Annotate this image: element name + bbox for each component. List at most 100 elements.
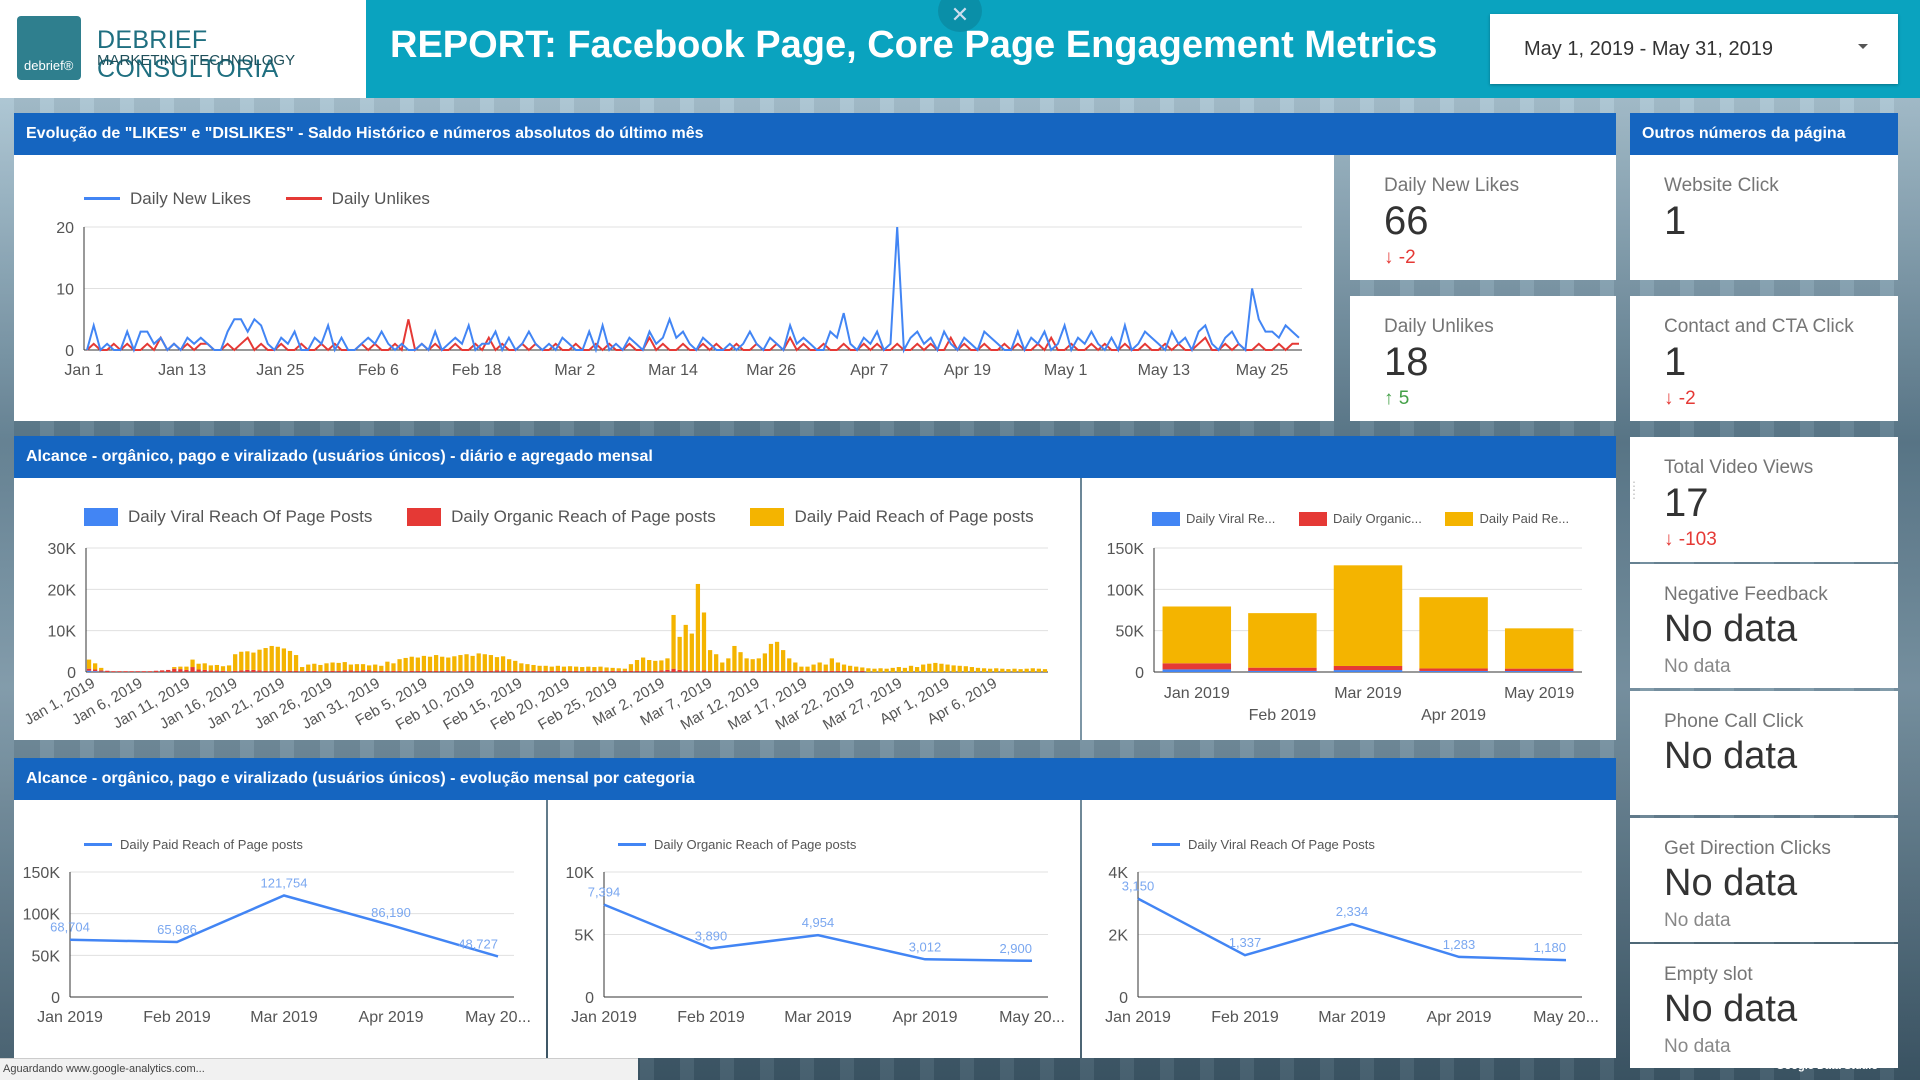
bar-segment	[184, 669, 189, 672]
bar-segment	[604, 667, 609, 671]
y-tick-label: 0	[67, 665, 76, 682]
legend-label: Daily Viral Reach Of Page Posts	[1188, 837, 1375, 852]
bar-segment	[446, 657, 451, 671]
bar-segment	[537, 670, 542, 672]
bar-segment	[306, 670, 311, 672]
y-tick-label: 100K	[1107, 582, 1145, 599]
bar-segment	[129, 671, 134, 672]
bar-segment	[452, 656, 457, 672]
bar-segment	[300, 667, 305, 672]
y-tick-label: 0	[1119, 990, 1128, 1007]
bar-segment	[580, 671, 585, 672]
bar-segment	[981, 668, 987, 672]
arrow-down-icon: ↓	[1664, 529, 1679, 550]
bar-segment	[464, 670, 469, 672]
bar-segment	[519, 663, 524, 671]
y-tick-label: 20	[56, 220, 74, 237]
x-tick-label: Feb 2019	[1249, 707, 1317, 724]
bar-segment	[640, 657, 646, 671]
bar-segment	[385, 661, 390, 671]
kpi-value: 1	[1664, 199, 1687, 243]
date-range-value: May 1, 2019 - May 31, 2019	[1524, 38, 1774, 60]
bar-segment	[1162, 663, 1232, 670]
likes-line-chart: 0 10 20 Jan 1 Jan 13 Jan 25 Feb 6 Feb 18 Mar 2 Ma…	[56, 220, 1302, 379]
bar-segment	[500, 670, 506, 672]
y-tick-label: 0	[1135, 665, 1144, 682]
bar-segment	[366, 665, 372, 671]
bar-segment	[379, 665, 384, 671]
legend-label: Daily Paid Reach of Page posts	[120, 837, 303, 852]
bar-segment	[1000, 668, 1005, 672]
section-header-others: Outros números da página	[1630, 113, 1898, 155]
bar-segment	[574, 670, 579, 672]
bar-segment	[86, 668, 92, 671]
bar-segment	[99, 670, 104, 672]
date-range-picker[interactable]: May 1, 2019 - May 31, 2019	[1490, 14, 1898, 84]
y-tick-label: 50K	[32, 948, 61, 965]
legend-label: Daily Unlikes	[331, 188, 430, 208]
bar-segment	[494, 657, 500, 671]
bar-segment	[214, 670, 220, 672]
x-tick-label: Jan 25	[256, 362, 304, 379]
bar-segment	[488, 655, 494, 671]
bar-segment	[884, 668, 889, 672]
x-tick-label: Jan 2019	[37, 1009, 103, 1026]
kpi-delta: No data	[1664, 656, 1731, 677]
x-tick-label: Jan 13	[158, 362, 206, 379]
legend-item: Daily Paid Reach of Page posts	[750, 507, 1034, 527]
x-tick-label: Feb 18	[452, 362, 502, 379]
bar-segment	[470, 655, 475, 671]
bar-segment	[811, 670, 816, 672]
bar-segment	[324, 670, 329, 672]
bar-segment	[293, 655, 299, 671]
bar-segment	[330, 662, 335, 671]
likes-legend: Daily New Likes Daily Unlikes	[84, 185, 460, 209]
bar-segment	[348, 670, 353, 672]
bar-segment	[793, 662, 798, 671]
y-tick-label: 0	[65, 343, 74, 360]
bar-segment	[257, 649, 262, 671]
bar-segment	[714, 670, 719, 672]
bar-segment	[312, 670, 317, 672]
bar-segment	[440, 656, 445, 671]
bar-segment	[1036, 668, 1041, 672]
bar-segment	[373, 664, 378, 671]
bar-segment	[969, 667, 975, 672]
bar-segment	[397, 659, 402, 671]
bar-segment	[385, 670, 390, 672]
legend-label: Daily Paid Re...	[1479, 511, 1570, 526]
bar-segment	[902, 667, 908, 672]
bar-segment	[433, 655, 439, 671]
legend-item: Daily Paid Re...	[1445, 511, 1569, 526]
kpi-value: 66	[1384, 199, 1429, 243]
legend-label: Daily Viral Re...	[1186, 511, 1276, 526]
x-tick-label: Mar 2019	[1318, 1009, 1386, 1026]
x-tick-label: May 25	[1236, 362, 1289, 379]
kpi-total-video-views: Total Video Views 17 ↓ -103	[1630, 437, 1898, 562]
bar-segment	[653, 670, 658, 672]
bar-segment	[166, 669, 171, 672]
bar-segment	[634, 670, 640, 672]
bar-segment	[677, 636, 682, 670]
bar-segment	[263, 670, 268, 672]
close-icon[interactable]: ✕	[938, 0, 982, 32]
bar-segment	[373, 670, 378, 672]
logo: debrief® DEBRIEF CONSULTORIA MARKETING T…	[0, 0, 366, 98]
bar-segment	[805, 666, 810, 671]
bar-segment	[921, 664, 926, 672]
y-tick-label: 30K	[48, 541, 77, 558]
reach-daily-legend: Daily Viral Reach Of Page Posts Daily Or…	[84, 507, 1064, 531]
bar-segment	[628, 664, 634, 671]
bar-segment	[683, 670, 688, 672]
kpi-value: 18	[1384, 340, 1429, 384]
bar-segment	[507, 659, 512, 671]
logo-name: DEBRIEF CONSULTORIA	[97, 26, 279, 83]
data-label: 2,334	[1336, 904, 1369, 919]
bar-segment	[714, 654, 719, 671]
drag-handle-icon[interactable]: ⋮ ⋮	[1628, 479, 1640, 501]
bar-segment	[172, 667, 177, 669]
legend-item: Daily Viral Reach Of Page Posts	[84, 507, 372, 527]
bar-segment	[178, 669, 183, 672]
bar-segment	[196, 663, 201, 670]
kpi-value: No data	[1664, 608, 1798, 650]
